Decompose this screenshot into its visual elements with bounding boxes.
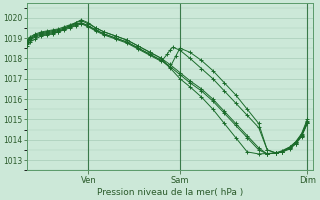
X-axis label: Pression niveau de la mer( hPa ): Pression niveau de la mer( hPa ) — [97, 188, 243, 197]
